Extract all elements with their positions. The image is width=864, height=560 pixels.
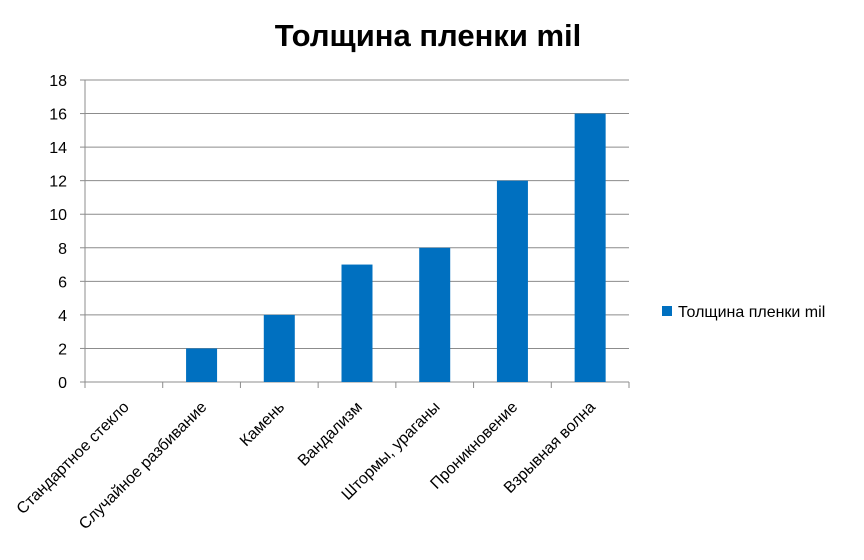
x-tick-label: Вандализм [295,399,366,470]
y-tick-label: 16 [49,107,67,124]
bar [574,113,606,383]
y-tick-label: 6 [58,274,67,291]
y-tick-label: 4 [58,308,67,325]
y-tick-label: 0 [58,375,67,392]
y-tick-label: 14 [49,140,67,157]
y-tick-label: 18 [49,73,67,90]
gridlines [85,79,629,349]
bar [419,247,451,382]
y-tick-label: 8 [58,241,67,258]
legend-label: Толщина пленки mil [678,304,825,321]
bar [341,264,373,382]
x-tick-label: Камень [237,399,288,450]
y-tick-labels: 0 2 4 6 8 10 12 14 16 18 [49,73,67,392]
legend-swatch [662,306,672,316]
y-tick-label: 12 [49,174,67,191]
y-tick-label: 2 [58,341,67,358]
bars [186,113,606,383]
legend: Толщина пленки mil [662,304,825,321]
chart-title: Толщина пленки mil [275,18,582,53]
x-tick-label: Случайное разбивание [76,399,210,533]
bar [263,314,295,382]
bar [496,180,528,382]
bar [186,348,218,382]
y-tick-label: 10 [49,207,67,224]
